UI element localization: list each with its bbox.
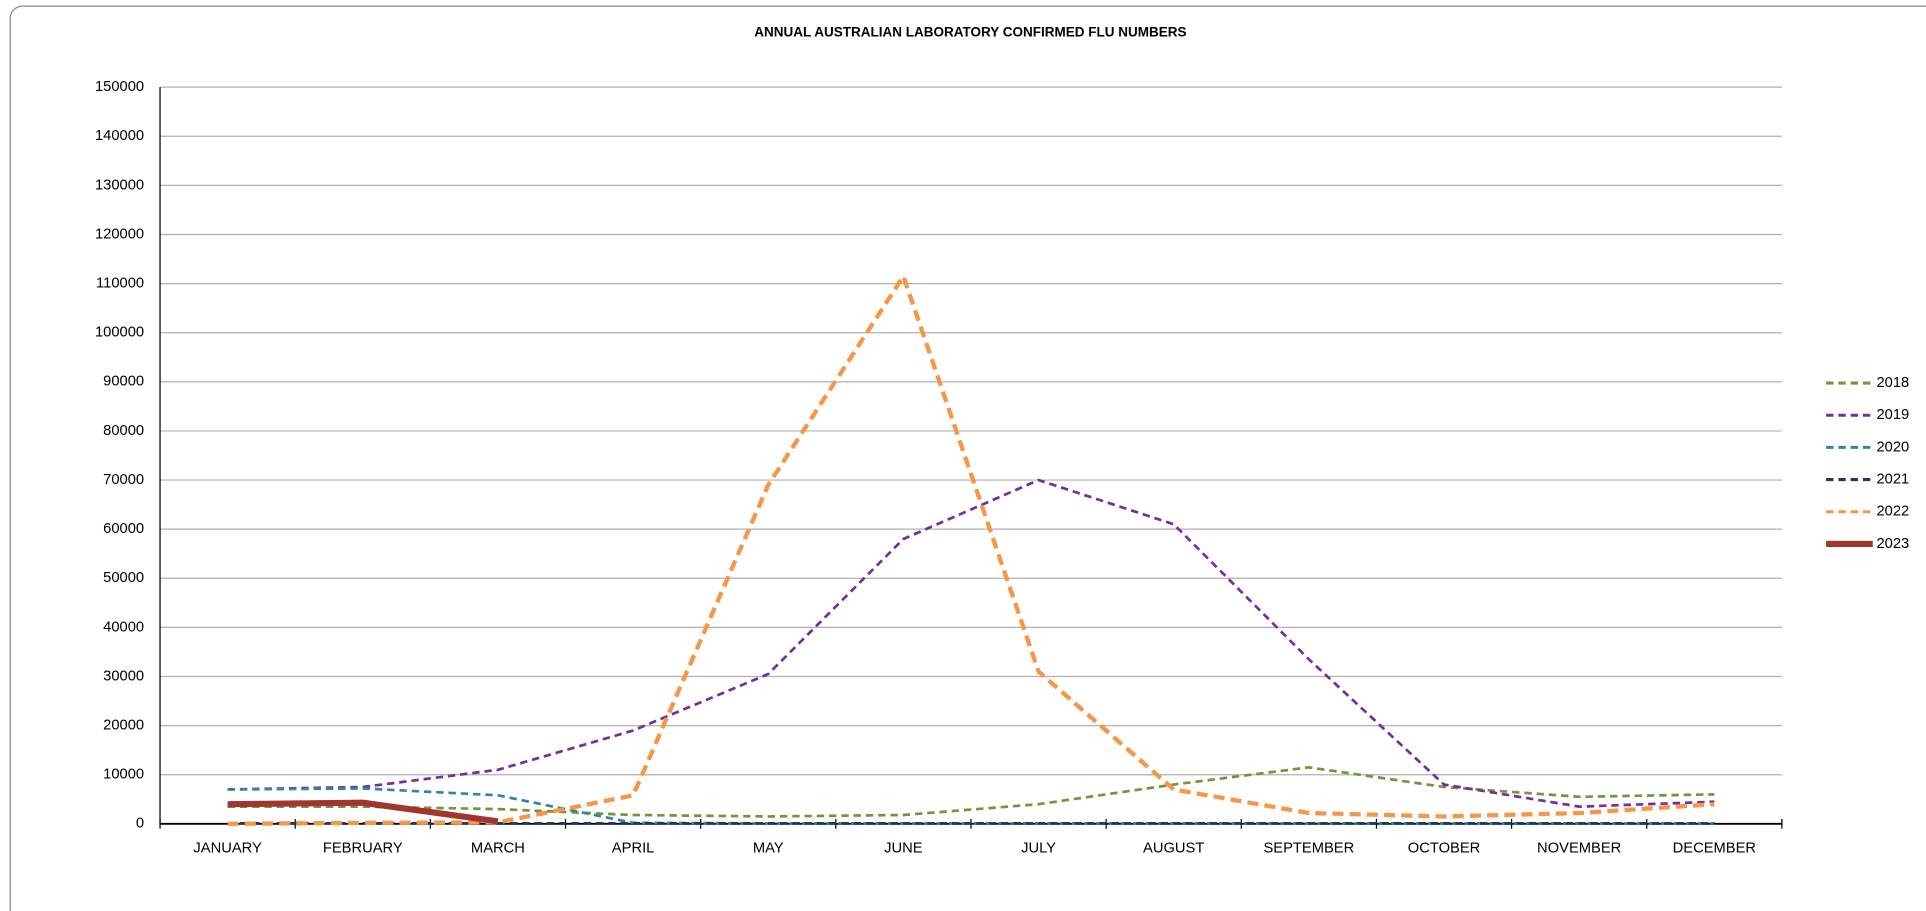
chart-border bbox=[9, 5, 1926, 911]
y-tick-label: 70000 bbox=[103, 472, 144, 488]
x-tick-label: JUNE bbox=[884, 840, 923, 856]
x-tick-label: JULY bbox=[1021, 840, 1056, 856]
chart-title: ANNUAL AUSTRALIAN LABORATORY CONFIRMED F… bbox=[754, 25, 1186, 40]
x-tick-label: JANUARY bbox=[193, 840, 262, 856]
y-tick-label: 0 bbox=[136, 816, 144, 832]
y-tick-label: 150000 bbox=[95, 79, 144, 95]
legend-label: 2022 bbox=[1876, 504, 1909, 520]
y-tick-label: 140000 bbox=[95, 128, 144, 144]
y-tick-label: 20000 bbox=[103, 717, 144, 733]
y-tick-label: 110000 bbox=[96, 276, 144, 292]
y-tick-label: 90000 bbox=[103, 374, 144, 390]
y-tick-label: 50000 bbox=[103, 570, 144, 586]
y-tick-label: 10000 bbox=[103, 767, 144, 783]
legend-label: 2021 bbox=[1876, 471, 1909, 487]
legend-label: 2020 bbox=[1876, 439, 1909, 455]
series-line bbox=[227, 799, 499, 825]
series-line bbox=[227, 274, 1715, 826]
x-tick-label: OCTOBER bbox=[1408, 840, 1481, 856]
y-tick-label: 30000 bbox=[103, 668, 144, 684]
series-line bbox=[227, 787, 1715, 825]
x-tick-label: APRIL bbox=[612, 840, 655, 856]
legend-label: 2018 bbox=[1876, 375, 1909, 391]
series-line bbox=[227, 478, 1715, 808]
x-tick-label: AUGUST bbox=[1143, 840, 1204, 856]
x-tick-label: NOVEMBER bbox=[1537, 840, 1621, 856]
x-tick-label: MARCH bbox=[471, 840, 525, 856]
x-tick-label: DECEMBER bbox=[1673, 840, 1756, 856]
x-tick-label: SEPTEMBER bbox=[1263, 840, 1354, 856]
y-tick-label: 100000 bbox=[95, 325, 144, 341]
y-tick-label: 60000 bbox=[103, 521, 144, 537]
x-tick-label: MAY bbox=[753, 840, 784, 856]
legend-label: 2023 bbox=[1876, 536, 1909, 552]
legend-label: 2019 bbox=[1876, 407, 1909, 423]
x-tick-label: FEBRUARY bbox=[323, 840, 403, 856]
y-tick-label: 80000 bbox=[103, 423, 144, 439]
y-tick-label: 120000 bbox=[95, 226, 144, 242]
y-tick-label: 40000 bbox=[103, 619, 144, 635]
y-tick-label: 130000 bbox=[95, 177, 144, 193]
